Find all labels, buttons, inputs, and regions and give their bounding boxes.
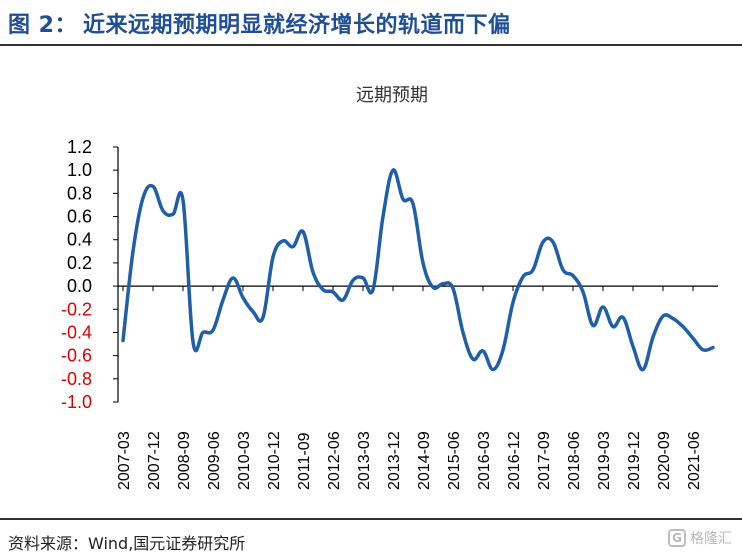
x-tick-label: 2012-06 (326, 431, 343, 490)
y-tick-label: 0.2 (67, 253, 92, 273)
y-tick-label: -0.4 (61, 322, 92, 342)
x-tick-label: 2009-06 (206, 431, 223, 490)
x-tick-label: 2019-03 (596, 431, 613, 490)
x-tick-label: 2014-09 (416, 431, 433, 490)
x-tick-label: 2013-03 (356, 431, 373, 490)
figure-header: 图 2： 近来远期预期明显就经济增长的轨道而下偏 (8, 6, 738, 40)
x-tick-label: 2016-12 (506, 431, 523, 490)
y-tick-label: -0.2 (61, 299, 92, 319)
x-tick-label: 2019-12 (626, 431, 643, 490)
x-tick-label: 2008-09 (176, 431, 193, 490)
series-line (121, 168, 715, 372)
figure-label: 图 2： (8, 13, 77, 38)
y-tick-label: 0.6 (67, 207, 92, 227)
y-tick-label: 0.8 (67, 183, 92, 203)
y-tick-label: -0.8 (61, 369, 92, 389)
y-tick-label: -1.0 (61, 392, 92, 412)
x-tick-label: 2013-12 (386, 431, 403, 490)
x-tick-label: 2017-09 (536, 431, 553, 490)
header-divider (0, 44, 742, 46)
chart-title: 远期预期 (356, 85, 428, 106)
x-tick-label: 2021-06 (686, 431, 703, 490)
footer-divider (0, 518, 742, 520)
x-tick-label: 2011-09 (296, 432, 313, 490)
source-note: 资料来源：Wind,国元证券研究所 (8, 534, 246, 553)
y-tick-label: 0.4 (67, 230, 92, 250)
figure-title: 近来远期预期明显就经济增长的轨道而下偏 (82, 13, 511, 38)
y-tick-label: 1.0 (67, 160, 92, 180)
x-tick-label: 2016-03 (476, 431, 493, 490)
x-tick-label: 2020-09 (656, 431, 673, 490)
y-tick-label: 0.0 (67, 276, 92, 296)
y-tick-label: 1.2 (67, 137, 92, 157)
line-chart: 远期预期 1.2 1.0 0.8 0.6 0.4 0.2 0.0 -0.2 -0.4 -0.6 -0.… (61, 85, 718, 490)
x-tick-label: 2015-06 (446, 431, 463, 490)
g-logo-icon: G (668, 529, 686, 547)
y-tick-label: -0.6 (61, 346, 92, 366)
watermark: G 格隆汇 (668, 528, 732, 548)
x-tick-label: 2007-03 (116, 431, 133, 490)
x-tick-label: 2018-06 (566, 431, 583, 490)
x-tick-label: 2007-12 (146, 431, 163, 490)
x-tick-label: 2010-03 (236, 431, 253, 490)
x-tick-label: 2010-12 (266, 431, 283, 490)
chart-container: 远期预期 1.2 1.0 0.8 0.6 0.4 0.2 0.0 -0.2 -0.4 -0.6 -0.… (0, 46, 742, 516)
watermark-text: 格隆汇 (690, 531, 732, 547)
